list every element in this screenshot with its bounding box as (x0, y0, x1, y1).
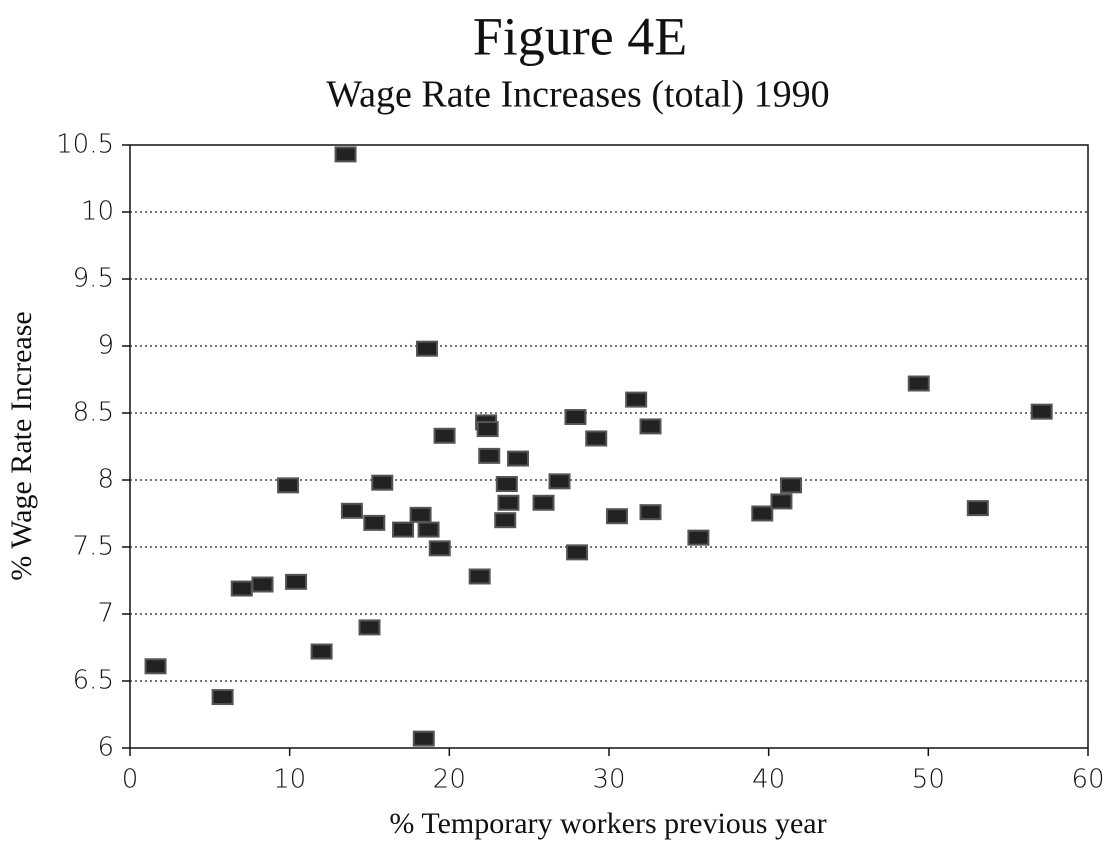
y-tick-label: 9 (97, 331, 114, 361)
marker (494, 512, 517, 529)
marker (532, 494, 555, 511)
x-tick-label: 30 (592, 765, 625, 795)
y-tick-label: 10 (81, 197, 114, 227)
marker (687, 529, 710, 546)
marker (277, 477, 300, 494)
x-tick-label: 0 (122, 765, 139, 795)
y-tick-label: 9.5 (73, 264, 114, 294)
chart-subtitle: Wage Rate Increases (total) 1990 (326, 74, 829, 116)
marker (585, 430, 608, 447)
x-tick-label: 10 (273, 765, 306, 795)
plot-frame (129, 144, 1089, 749)
marker (415, 340, 438, 357)
marker (497, 494, 520, 511)
marker (392, 521, 415, 538)
marker (780, 477, 803, 494)
marker (358, 619, 381, 636)
marker (363, 514, 386, 531)
marker (251, 576, 274, 593)
marker (751, 505, 774, 522)
marker (639, 504, 662, 521)
marker (211, 689, 234, 706)
y-tick-label: 7.5 (73, 532, 114, 562)
marker (564, 409, 587, 426)
chart-title: Figure 4E (473, 6, 687, 66)
x-axis-label: % Temporary workers previous year (389, 807, 826, 840)
marker (468, 568, 491, 585)
marker (417, 521, 440, 538)
marker (412, 730, 435, 747)
y-tick-label: 6 (97, 733, 114, 763)
y-tick-label: 8.5 (73, 398, 114, 428)
marker (433, 427, 456, 444)
marker (548, 473, 571, 490)
x-tick-label: 20 (433, 765, 466, 795)
marker (409, 506, 432, 523)
marker (230, 580, 253, 597)
y-axis-label: % Wage Rate Increase (5, 311, 38, 580)
marker (144, 658, 167, 675)
marker (371, 474, 394, 491)
marker (478, 447, 501, 464)
x-tick-label: 50 (912, 765, 945, 795)
y-tick-label: 6.5 (73, 666, 114, 696)
y-tick-label: 7 (97, 599, 114, 629)
marker (310, 643, 333, 660)
x-tick-label: 40 (752, 765, 785, 795)
marker (907, 375, 930, 392)
marker (506, 450, 529, 467)
marker (476, 421, 499, 438)
marker (285, 573, 308, 590)
marker (1030, 403, 1053, 420)
x-tick-label: 60 (1071, 765, 1104, 795)
marker (340, 502, 363, 519)
marker (605, 508, 628, 525)
marker (495, 476, 518, 493)
y-tick-label: 8 (97, 465, 114, 495)
marker (966, 500, 989, 517)
marker (625, 391, 648, 408)
y-tick-label: 10.5 (56, 130, 114, 160)
marker (566, 544, 589, 561)
marker (639, 418, 662, 435)
marker (334, 146, 357, 163)
marker (770, 493, 793, 510)
marker (428, 540, 451, 557)
